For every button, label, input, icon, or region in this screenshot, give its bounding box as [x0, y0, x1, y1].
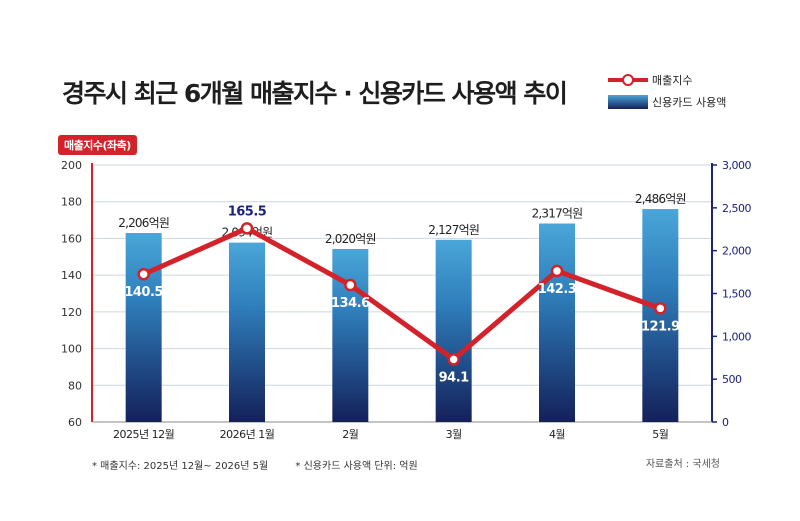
bar-value-label: 2,206억원 [118, 216, 169, 230]
right-axis-tick-label: 500 [722, 373, 742, 386]
bar [435, 239, 472, 422]
bar-value-label: 2,127억원 [428, 223, 479, 237]
line-value-label: 140.5 [124, 285, 163, 300]
line-point [137, 267, 150, 281]
legend-item-line: 매출지수 [608, 72, 726, 88]
legend-bar-swatch [608, 95, 648, 109]
legend: 매출지수 신용카드 사용액 [608, 72, 726, 116]
left-axis-tick-label: 180 [61, 196, 82, 209]
legend-bar-label: 신용카드 사용액 [652, 96, 727, 109]
left-axis-tick-label: 60 [68, 416, 82, 429]
line-point [654, 302, 667, 315]
left-axis-tick-label: 80 [68, 379, 82, 392]
bar [539, 223, 575, 422]
right-axis-tick-label: 2,000 [722, 245, 751, 258]
line-value-label: 142.3 [538, 282, 577, 297]
right-axis-tick-label: 1,000 [722, 330, 751, 343]
line-point [240, 222, 254, 235]
x-tick-label: 2025년 12월 [113, 428, 175, 441]
footnotes: * 매출지수: 2025년 12월~ 2026년 5월 * 신용카드 사용액 단… [92, 457, 442, 472]
right-axis-tick-label: 3,000 [722, 159, 751, 172]
left-axis-tick-label: 100 [61, 343, 82, 356]
legend-line-swatch [608, 72, 648, 88]
bar [229, 242, 265, 422]
line-value-label: 121.9 [641, 319, 680, 334]
x-tick-label: 3월 [446, 428, 462, 441]
bar-value-label: 2,317억원 [532, 207, 583, 221]
bar [125, 233, 162, 422]
x-tick-label: 5월 [652, 428, 668, 441]
bar [332, 248, 369, 422]
footnote-1: * 매출지수: 2025년 12월~ 2026년 5월 [92, 461, 269, 472]
left-axis-tick-label: 140 [61, 269, 82, 282]
x-tick-label: 4월 [549, 428, 565, 441]
footnote-2: * 신용카드 사용액 단위: 억원 [295, 461, 418, 472]
x-tick-label: 2월 [342, 428, 358, 441]
bar [642, 209, 679, 422]
line-value-label: 134.6 [331, 296, 370, 311]
left-axis-tick-label: 120 [61, 306, 82, 319]
line-series [142, 225, 662, 362]
right-axis-tick-label: 0 [722, 416, 729, 429]
source-note: 자료출처 : 국세청 [645, 459, 720, 470]
line-point [550, 264, 564, 278]
bar-value-label: 2,486억원 [635, 192, 686, 206]
line-value-label: 165.5 [228, 204, 267, 219]
left-axis-badge: 매출지수(좌축) [58, 135, 137, 155]
left-axis-tick-label: 160 [61, 232, 82, 245]
chart-title: 경주시 최근 6개월 매출지수 · 신용카드 사용액 추이 [62, 79, 568, 108]
line-point [447, 353, 460, 366]
x-tick-label: 2026년 1월 [220, 428, 275, 441]
line-value-label: 94.1 [439, 370, 470, 385]
line-point [344, 278, 357, 292]
right-axis-tick-label: 2,500 [722, 202, 751, 215]
legend-item-bar: 신용카드 사용액 [608, 94, 726, 110]
right-axis-tick-label: 1,500 [722, 288, 751, 301]
legend-line-label: 매출지수 [652, 74, 693, 87]
bar-value-label: 2,020억원 [325, 232, 376, 246]
left-axis-tick-label: 200 [61, 159, 82, 172]
